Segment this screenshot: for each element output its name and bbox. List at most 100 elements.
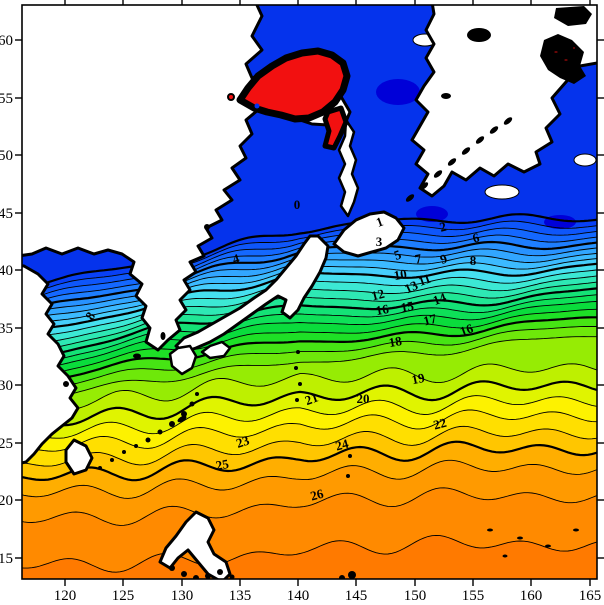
island-dot [447, 158, 457, 166]
contour-line-22 [22, 409, 597, 452]
island-dot [487, 528, 493, 532]
contour-label-26: 26 [309, 486, 326, 504]
island-dot [145, 437, 151, 443]
contour-label-17: 17 [422, 311, 439, 329]
land-luzon [158, 510, 232, 579]
contour-line-27 [22, 534, 597, 573]
contour-label-10: 10 [393, 266, 408, 283]
island-dot [193, 575, 199, 579]
x-tick-label: 160 [520, 588, 543, 604]
y-tick-label: 40 [0, 263, 13, 279]
contour-label-6: 6 [471, 229, 482, 245]
contour-line-11 [22, 281, 597, 352]
x-tick-label: 130 [171, 588, 194, 604]
contour-label-18: 18 [388, 333, 404, 350]
cold-patch [376, 79, 420, 105]
island-dot [405, 194, 415, 202]
x-tick-label: 165 [579, 588, 602, 604]
island-dot [134, 444, 138, 448]
contour-label-19: 19 [410, 370, 426, 387]
band-25 [22, 460, 597, 526]
x-tick-label: 135 [229, 588, 252, 604]
contour-label-4: 4 [231, 250, 242, 266]
red-anomaly-main [236, 47, 351, 123]
contour-line-18 [22, 336, 597, 407]
island-dot [573, 528, 579, 532]
land-taiwan [64, 438, 94, 476]
island-dot [475, 136, 485, 144]
island-dot [169, 565, 175, 571]
island-dot [110, 458, 114, 462]
ice-patch [573, 153, 597, 167]
island-dot [545, 544, 551, 548]
contour-line-12 [22, 287, 597, 360]
blue-speck [254, 103, 260, 109]
island-dot [298, 382, 302, 386]
island-dot [433, 170, 443, 178]
island-dot [157, 429, 163, 435]
red-speck [552, 49, 560, 55]
y-tick-label: 25 [0, 436, 13, 452]
band-21 [22, 395, 597, 452]
island-dot [502, 554, 508, 558]
island-dot [63, 381, 69, 387]
island-dot [181, 411, 187, 417]
contour-line-0 [22, 213, 597, 289]
island-dot [339, 575, 345, 579]
island-dot [217, 569, 223, 575]
island-dot [348, 454, 352, 458]
band-0 [22, 214, 597, 295]
land-kyushu [168, 344, 198, 376]
contour-label-0: 0 [294, 197, 301, 212]
contour-label-24: 24 [334, 436, 351, 454]
island-dot [294, 366, 298, 370]
contour-line-21 [22, 395, 597, 439]
island-dot [517, 536, 523, 540]
red-speck [571, 45, 577, 51]
contour-label-16: 16 [458, 320, 476, 339]
contour-line-19 [22, 363, 597, 415]
band-12 [22, 288, 597, 366]
contour-label-23: 23 [234, 432, 251, 450]
contour-label-5: 5 [392, 246, 404, 262]
contour-label-14: 14 [431, 289, 449, 308]
contour-label-3: 3 [376, 234, 383, 249]
island-dot [296, 350, 300, 354]
contour-label-15: 15 [400, 298, 416, 315]
contour-label-13: 13 [402, 277, 421, 296]
y-tick-label: 55 [0, 91, 13, 107]
band-13 [22, 294, 597, 373]
band-27 [22, 535, 597, 579]
island-dot [204, 224, 210, 230]
x-tick-label: 120 [54, 588, 77, 604]
island-dot [122, 450, 126, 454]
contour-label-11: 11 [416, 271, 433, 289]
y-tick-label: 30 [0, 378, 13, 394]
island-dot [160, 332, 166, 340]
band-16 [22, 317, 597, 397]
band-3 [22, 235, 597, 313]
x-tick-label: 125 [112, 588, 135, 604]
contour-label-2: 2 [438, 219, 448, 235]
contour-line-15 [22, 308, 597, 382]
band-14 [22, 301, 597, 381]
contour-line-16 [22, 316, 597, 390]
island-dot [98, 466, 102, 470]
band-18 [22, 336, 597, 414]
band-17 [22, 326, 597, 406]
contour-label-9: 9 [438, 250, 450, 266]
plot-frame [21, 4, 598, 580]
contour-label-7: 7 [414, 251, 423, 267]
contour-line-14 [22, 300, 597, 374]
band-15 [22, 309, 597, 389]
x-tick-label: 145 [345, 588, 368, 604]
island-dot [461, 147, 471, 155]
island-dot [441, 93, 451, 99]
island-dot [181, 571, 187, 577]
contour-label-16: 16 [375, 301, 391, 318]
contour-label-21: 21 [303, 390, 320, 409]
